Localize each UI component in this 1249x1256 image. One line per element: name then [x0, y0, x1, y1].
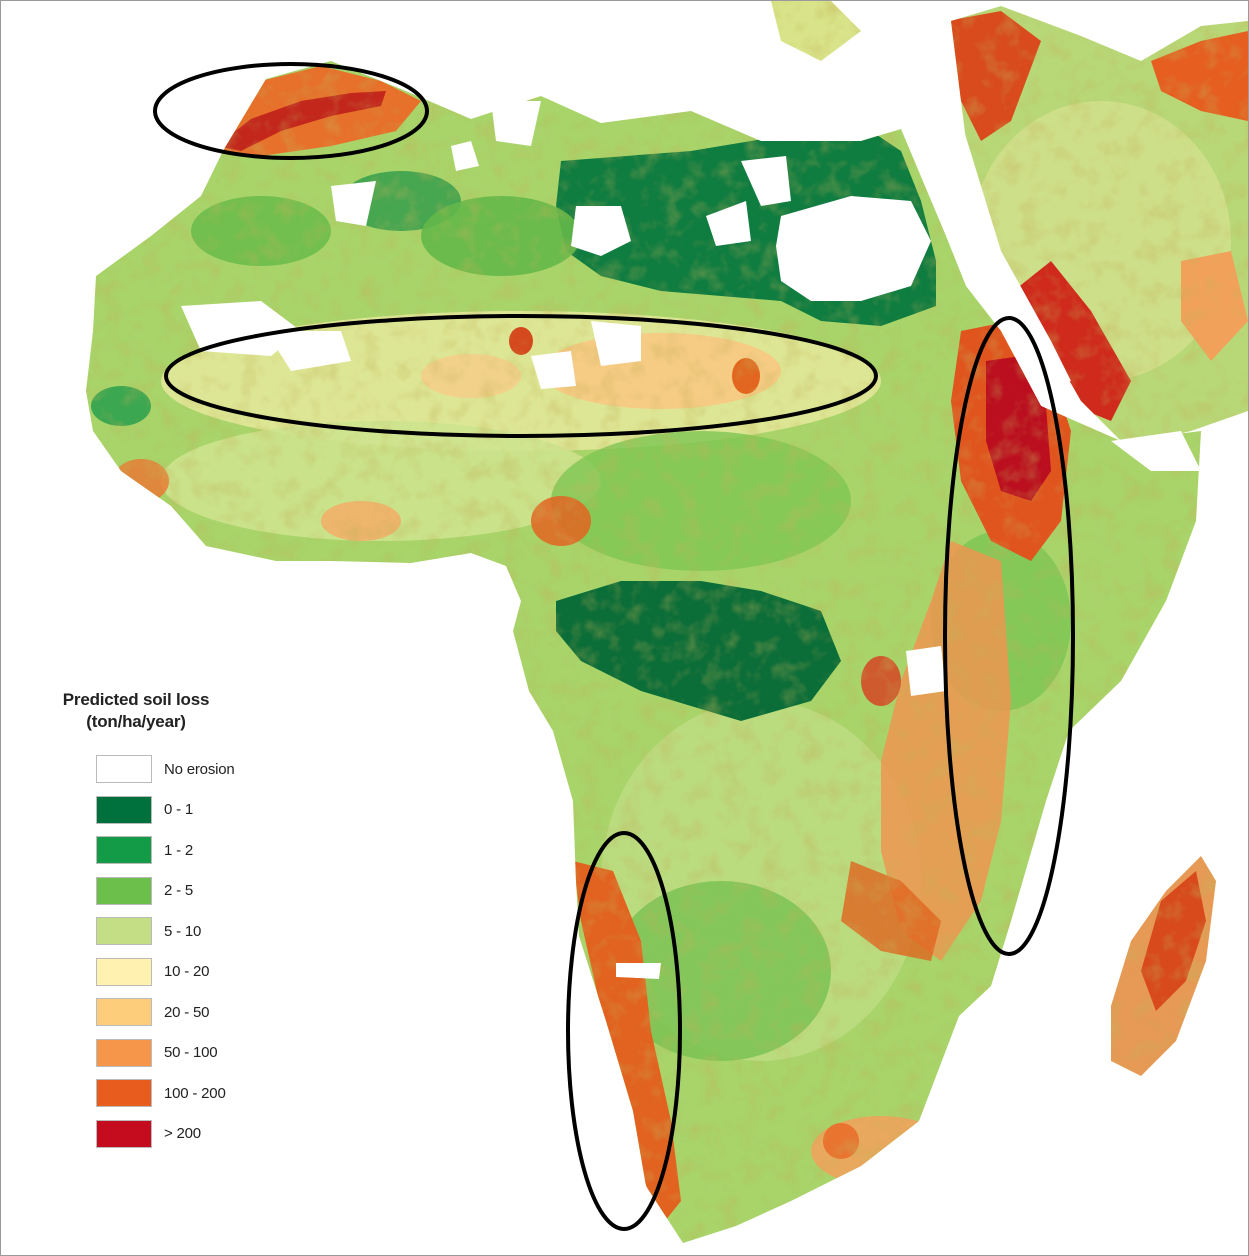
legend-item: 1 - 2 — [96, 830, 281, 871]
legend-items: No erosion 0 - 1 1 - 2 2 - 5 5 - 10 10 - 20 20… — [96, 749, 281, 1154]
legend-swatch — [96, 836, 152, 865]
legend-item: > 200 — [96, 1114, 281, 1155]
legend-swatch — [96, 1119, 152, 1148]
legend-swatch — [96, 1038, 152, 1067]
legend-item: 100 - 200 — [96, 1073, 281, 1114]
legend-label: 2 - 5 — [164, 882, 194, 900]
legend-swatch — [96, 917, 152, 946]
legend-label: 0 - 1 — [164, 801, 194, 819]
legend-title-line2: (ton/ha/year) — [86, 712, 186, 731]
legend-label: 5 - 10 — [164, 922, 202, 940]
highlight-region-atlas-mountains — [153, 62, 429, 160]
legend-swatch — [96, 795, 152, 824]
legend-title: Predicted soil loss (ton/ha/year) — [41, 689, 231, 733]
legend-label: 100 - 200 — [164, 1084, 226, 1102]
legend-title-line1: Predicted soil loss — [62, 690, 210, 709]
legend-swatch — [96, 876, 152, 905]
no-erosion-areas — [181, 101, 1201, 979]
legend-swatch — [96, 1079, 152, 1108]
legend-label: 50 - 100 — [164, 1044, 218, 1062]
legend-item: 20 - 50 — [96, 992, 281, 1033]
legend-item: 50 - 100 — [96, 1033, 281, 1074]
legend-swatch — [96, 998, 152, 1027]
legend-item: 5 - 10 — [96, 911, 281, 952]
legend-label: 20 - 50 — [164, 1003, 210, 1021]
highlight-region-sahel-belt — [164, 314, 878, 438]
legend-item: No erosion — [96, 749, 281, 790]
highlight-region-east-african-highlands — [943, 316, 1075, 956]
map-legend: Predicted soil loss (ton/ha/year) No ero… — [41, 689, 281, 1154]
legend-label: > 200 — [164, 1125, 201, 1143]
legend-item: 10 - 20 — [96, 952, 281, 993]
legend-swatch — [96, 957, 152, 986]
legend-item: 2 - 5 — [96, 871, 281, 912]
legend-label: 1 - 2 — [164, 841, 194, 859]
legend-swatch — [96, 755, 152, 784]
legend-label: No erosion — [164, 760, 235, 778]
legend-item: 0 - 1 — [96, 790, 281, 831]
legend-label: 10 - 20 — [164, 963, 210, 981]
highlight-region-southwest-african-coast — [566, 831, 682, 1231]
